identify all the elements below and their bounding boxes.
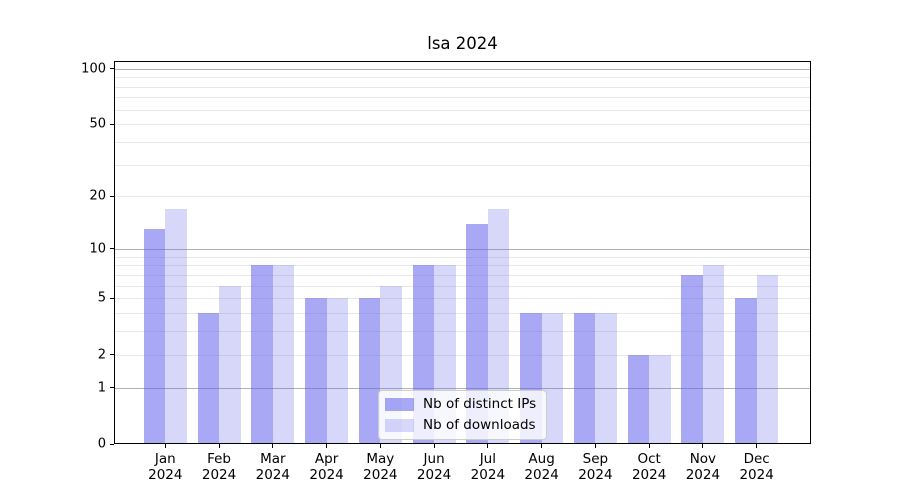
legend-swatch-downloads <box>385 418 414 432</box>
x-tick-mark <box>756 444 758 448</box>
bar-distinct-ips-mar-2024 <box>251 265 273 443</box>
gridline-minor <box>115 285 810 287</box>
bar-distinct-ips-feb-2024 <box>197 313 220 443</box>
x-tick-label-feb-2024: Feb 2024 <box>201 451 237 484</box>
x-tick-mark <box>702 444 704 448</box>
y-tick-mark <box>110 248 114 250</box>
gridline-minor <box>115 97 810 99</box>
bar-downloads-jul-2024 <box>487 208 510 443</box>
y-tick-label-2: 2 <box>97 347 106 363</box>
bar-distinct-ips-apr-2024 <box>305 298 327 443</box>
gridline-minor <box>115 109 810 111</box>
gridline-minor <box>115 124 810 126</box>
chart-title: lsa 2024 <box>427 34 498 53</box>
x-tick-mark <box>648 444 650 448</box>
x-tick-label-aug-2024: Aug 2024 <box>524 451 559 484</box>
x-tick-mark <box>164 444 166 448</box>
bar-downloads-nov-2024 <box>702 265 725 443</box>
bar-downloads-feb-2024 <box>219 285 241 443</box>
x-tick-label-jul-2024: Jul 2024 <box>470 451 506 484</box>
y-tick-label-5: 5 <box>97 290 106 306</box>
bar-distinct-ips-may-2024 <box>358 298 381 443</box>
gridline-major <box>115 387 810 389</box>
gridline-minor <box>115 313 810 315</box>
x-tick-mark <box>433 444 435 448</box>
gridline-minor <box>115 274 810 276</box>
legend-label: Nb of distinct IPs <box>423 396 537 412</box>
gridline-minor <box>115 77 810 79</box>
x-tick-mark <box>594 444 596 448</box>
bar-downloads-dec-2024 <box>756 274 779 443</box>
y-tick-mark <box>110 195 114 197</box>
gridline-minor <box>115 141 810 143</box>
y-tick-label-20: 20 <box>89 188 106 204</box>
x-tick-label-sep-2024: Sep 2024 <box>578 451 613 484</box>
y-tick-mark <box>110 387 114 389</box>
bar-distinct-ips-nov-2024 <box>681 274 703 443</box>
bar-downloads-oct-2024 <box>649 354 671 443</box>
x-tick-label-jun-2024: Jun 2024 <box>416 451 452 484</box>
y-tick-label-100: 100 <box>81 61 106 77</box>
legend: Nb of distinct IPs Nb of downloads <box>378 390 548 440</box>
x-tick-mark <box>326 444 328 448</box>
legend-swatch-distinct-ips <box>385 397 414 411</box>
y-tick-mark <box>110 443 114 445</box>
y-tick-mark <box>110 297 114 299</box>
legend-label: Nb of downloads <box>423 417 536 433</box>
gridline-minor <box>115 256 810 258</box>
x-tick-label-nov-2024: Nov 2024 <box>685 451 721 484</box>
legend-item-distinct-ips: Nb of distinct IPs <box>385 396 536 412</box>
y-tick-mark <box>110 68 114 70</box>
gridline-minor <box>115 331 810 333</box>
bar-downloads-jan-2024 <box>165 208 187 443</box>
x-tick-label-jan-2024: Jan 2024 <box>148 451 183 484</box>
x-tick-mark <box>487 444 489 448</box>
y-tick-mark <box>110 123 114 125</box>
gridline-minor <box>115 86 810 88</box>
gridline-major <box>115 248 810 250</box>
y-tick-label-10: 10 <box>89 241 106 257</box>
x-tick-label-mar-2024: Mar 2024 <box>255 451 290 484</box>
x-tick-mark <box>379 444 381 448</box>
gridline-minor <box>115 354 810 356</box>
legend-item-downloads: Nb of downloads <box>385 417 536 433</box>
x-tick-label-dec-2024: Dec 2024 <box>739 451 774 484</box>
bar-distinct-ips-jan-2024 <box>143 229 166 443</box>
bar-distinct-ips-jul-2024 <box>466 223 488 443</box>
x-tick-mark <box>218 444 220 448</box>
x-tick-label-oct-2024: Oct 2024 <box>631 451 667 484</box>
bar-downloads-mar-2024 <box>272 265 295 443</box>
bar-distinct-ips-sep-2024 <box>573 313 596 443</box>
gridline-minor <box>115 164 810 166</box>
y-tick-label-0: 0 <box>97 436 106 452</box>
gridline-minor <box>115 265 810 267</box>
gridline-major <box>115 68 810 70</box>
bar-downloads-apr-2024 <box>326 298 349 443</box>
y-tick-label-1: 1 <box>97 380 106 396</box>
gridline-minor <box>115 298 810 300</box>
plot-area <box>114 61 811 444</box>
bar-distinct-ips-oct-2024 <box>627 354 650 443</box>
x-tick-mark <box>272 444 274 448</box>
bar-distinct-ips-dec-2024 <box>735 298 757 443</box>
y-tick-label-50: 50 <box>89 116 106 132</box>
x-tick-label-may-2024: May 2024 <box>363 451 398 484</box>
bar-downloads-sep-2024 <box>595 313 617 443</box>
x-tick-label-apr-2024: Apr 2024 <box>309 451 344 484</box>
gridline-minor <box>115 196 810 198</box>
y-tick-mark <box>110 354 114 356</box>
x-tick-mark <box>541 444 543 448</box>
